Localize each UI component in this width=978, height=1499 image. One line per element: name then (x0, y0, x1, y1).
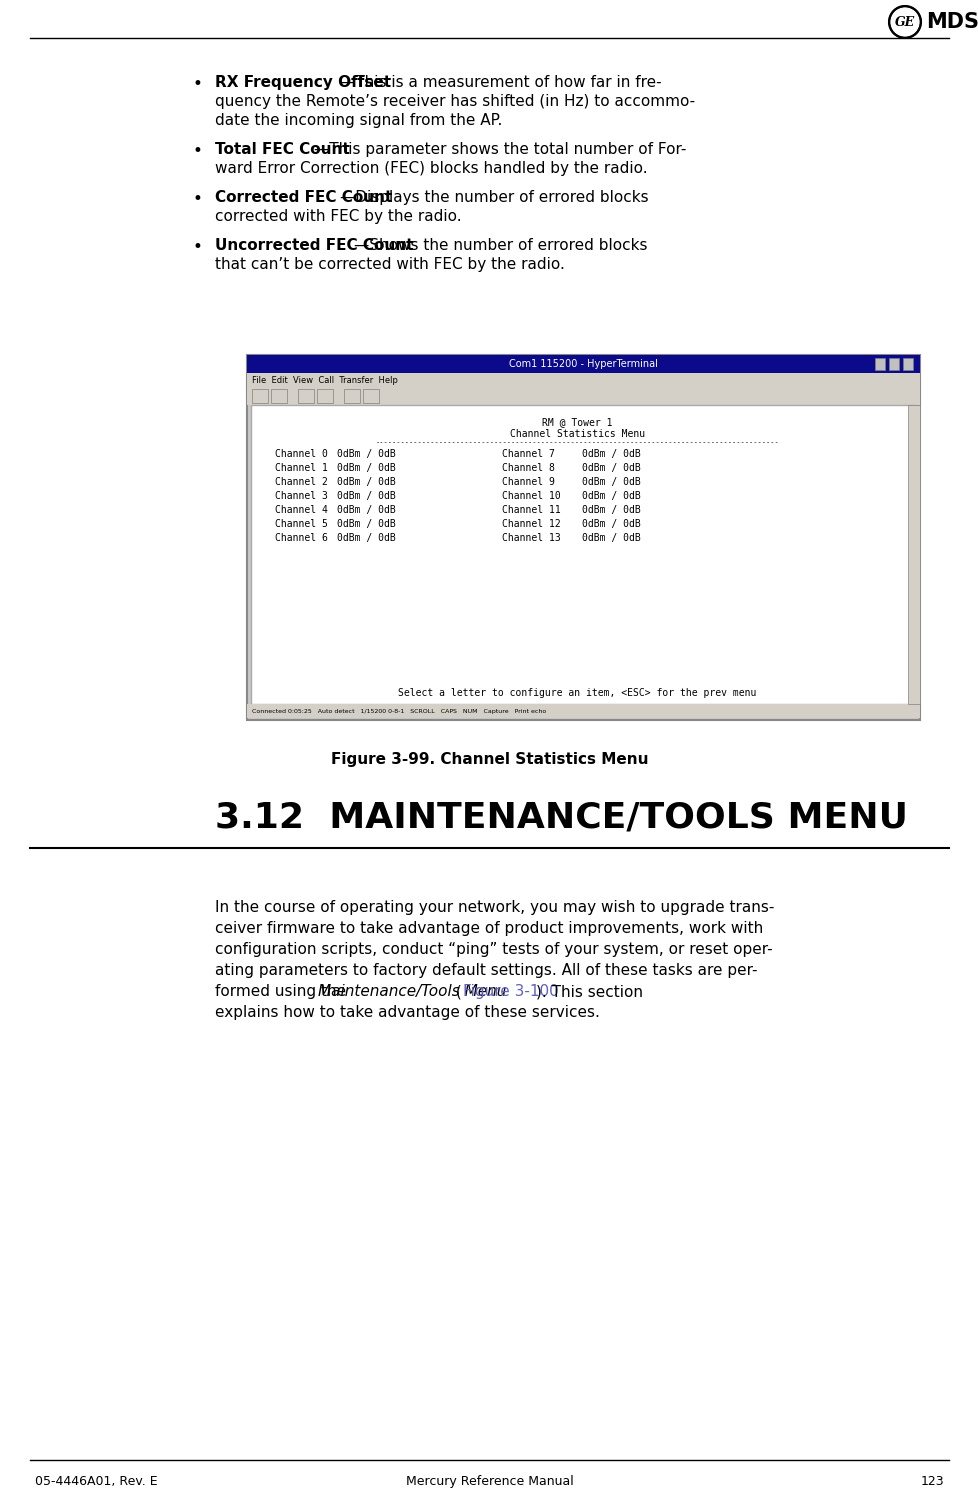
Text: Channel 1: Channel 1 (275, 463, 328, 474)
FancyBboxPatch shape (343, 390, 360, 403)
Text: 0dBm / 0dB: 0dBm / 0dB (581, 534, 640, 543)
FancyBboxPatch shape (902, 358, 912, 370)
Text: Channel 8: Channel 8 (502, 463, 555, 474)
Text: 0dBm / 0dB: 0dBm / 0dB (336, 450, 395, 459)
Text: 0dBm / 0dB: 0dBm / 0dB (336, 505, 395, 516)
Text: Channel 3: Channel 3 (275, 492, 328, 501)
Text: 0dBm / 0dB: 0dBm / 0dB (336, 534, 395, 543)
Text: Com1 115200 - HyperTerminal: Com1 115200 - HyperTerminal (509, 358, 657, 369)
Text: --------------------------------------------------------------------------------: ----------------------------------------… (376, 439, 778, 445)
Text: Channel 9: Channel 9 (502, 477, 555, 487)
Text: that can’t be corrected with FEC by the radio.: that can’t be corrected with FEC by the … (215, 256, 564, 271)
Text: 0dBm / 0dB: 0dBm / 0dB (336, 463, 395, 474)
Text: (: ( (451, 983, 462, 998)
FancyBboxPatch shape (317, 390, 333, 403)
Text: —This is a measurement of how far in fre-: —This is a measurement of how far in fre… (340, 75, 661, 90)
Text: Select a letter to configure an item, <ESC> for the prev menu: Select a letter to configure an item, <E… (398, 688, 756, 699)
FancyBboxPatch shape (250, 405, 915, 705)
Text: •: • (192, 75, 201, 93)
Text: date the incoming signal from the AP.: date the incoming signal from the AP. (215, 112, 502, 127)
Text: Corrected FEC Count: Corrected FEC Count (215, 190, 392, 205)
FancyBboxPatch shape (888, 358, 898, 370)
FancyBboxPatch shape (907, 405, 919, 705)
Text: Figure 3-100: Figure 3-100 (463, 983, 558, 998)
Text: In the course of operating your network, you may wish to upgrade trans-: In the course of operating your network,… (215, 899, 774, 914)
Text: Mercury Reference Manual: Mercury Reference Manual (405, 1475, 573, 1489)
Text: 0dBm / 0dB: 0dBm / 0dB (581, 463, 640, 474)
Text: ceiver firmware to take advantage of product improvements, work with: ceiver firmware to take advantage of pro… (215, 920, 763, 935)
Text: 0dBm / 0dB: 0dBm / 0dB (581, 519, 640, 529)
FancyBboxPatch shape (246, 373, 919, 387)
Text: Channel 6: Channel 6 (275, 534, 328, 543)
Text: •: • (192, 238, 201, 256)
Text: Channel 5: Channel 5 (275, 519, 328, 529)
Text: •: • (192, 190, 201, 208)
Circle shape (890, 7, 918, 36)
Text: 0dBm / 0dB: 0dBm / 0dB (581, 492, 640, 501)
Text: Uncorrected FEC Count: Uncorrected FEC Count (215, 238, 413, 253)
Text: RM @ Tower 1: RM @ Tower 1 (542, 417, 612, 427)
Text: formed using the: formed using the (215, 983, 351, 998)
FancyBboxPatch shape (271, 390, 287, 403)
Text: Total FEC Count: Total FEC Count (215, 142, 349, 157)
Text: configuration scripts, conduct “ping” tests of your system, or reset oper-: configuration scripts, conduct “ping” te… (215, 941, 772, 956)
FancyBboxPatch shape (246, 705, 919, 718)
Text: Figure 3-99. Channel Statistics Menu: Figure 3-99. Channel Statistics Menu (331, 752, 647, 767)
FancyBboxPatch shape (874, 358, 884, 370)
FancyBboxPatch shape (297, 390, 314, 403)
Text: Connected 0:05:25   Auto detect   1/15200 0-8-1   SCROLL   CAPS   NUM   Capture : Connected 0:05:25 Auto detect 1/15200 0-… (251, 709, 546, 714)
Text: Channel Statistics Menu: Channel Statistics Menu (510, 429, 645, 439)
Text: Channel 13: Channel 13 (502, 534, 560, 543)
FancyBboxPatch shape (363, 390, 378, 403)
Text: explains how to take advantage of these services.: explains how to take advantage of these … (215, 1004, 600, 1019)
Text: 05-4446A01, Rev. E: 05-4446A01, Rev. E (35, 1475, 157, 1489)
Text: ating parameters to factory default settings. All of these tasks are per-: ating parameters to factory default sett… (215, 962, 757, 977)
Text: Channel 11: Channel 11 (502, 505, 560, 516)
Text: quency the Remote’s receiver has shifted (in Hz) to accommo-: quency the Remote’s receiver has shifted… (215, 94, 694, 109)
FancyBboxPatch shape (246, 387, 919, 405)
Text: 0dBm / 0dB: 0dBm / 0dB (581, 505, 640, 516)
Text: ward Error Correction (FEC) blocks handled by the radio.: ward Error Correction (FEC) blocks handl… (215, 160, 647, 175)
Text: •: • (192, 142, 201, 160)
Text: RX Frequency Offset: RX Frequency Offset (215, 75, 391, 90)
Text: Channel 10: Channel 10 (502, 492, 560, 501)
Text: Maintenance/Tools Menu: Maintenance/Tools Menu (318, 983, 506, 998)
Text: Channel 4: Channel 4 (275, 505, 328, 516)
FancyBboxPatch shape (251, 390, 268, 403)
Text: Channel 0: Channel 0 (275, 450, 328, 459)
Text: —This parameter shows the total number of For-: —This parameter shows the total number o… (314, 142, 686, 157)
Text: 0dBm / 0dB: 0dBm / 0dB (336, 492, 395, 501)
Text: GE: GE (894, 15, 914, 28)
Text: 0dBm / 0dB: 0dBm / 0dB (581, 477, 640, 487)
FancyBboxPatch shape (246, 355, 919, 720)
Text: 0dBm / 0dB: 0dBm / 0dB (581, 450, 640, 459)
Text: corrected with FEC by the radio.: corrected with FEC by the radio. (215, 208, 462, 223)
Text: 0dBm / 0dB: 0dBm / 0dB (336, 477, 395, 487)
Text: Channel 2: Channel 2 (275, 477, 328, 487)
Text: 3.12  MAINTENANCE/TOOLS MENU: 3.12 MAINTENANCE/TOOLS MENU (215, 800, 907, 833)
Text: MDS: MDS (925, 12, 978, 31)
Text: Channel 7: Channel 7 (502, 450, 555, 459)
Circle shape (888, 6, 920, 37)
Text: —Displays the number of errored blocks: —Displays the number of errored blocks (340, 190, 648, 205)
Text: File  Edit  View  Call  Transfer  Help: File Edit View Call Transfer Help (251, 376, 397, 385)
Text: ). This section: ). This section (535, 983, 642, 998)
Text: —Shows the number of errored blocks: —Shows the number of errored blocks (353, 238, 646, 253)
Text: 123: 123 (919, 1475, 943, 1489)
Text: Channel 12: Channel 12 (502, 519, 560, 529)
FancyBboxPatch shape (246, 355, 919, 373)
Text: 0dBm / 0dB: 0dBm / 0dB (336, 519, 395, 529)
